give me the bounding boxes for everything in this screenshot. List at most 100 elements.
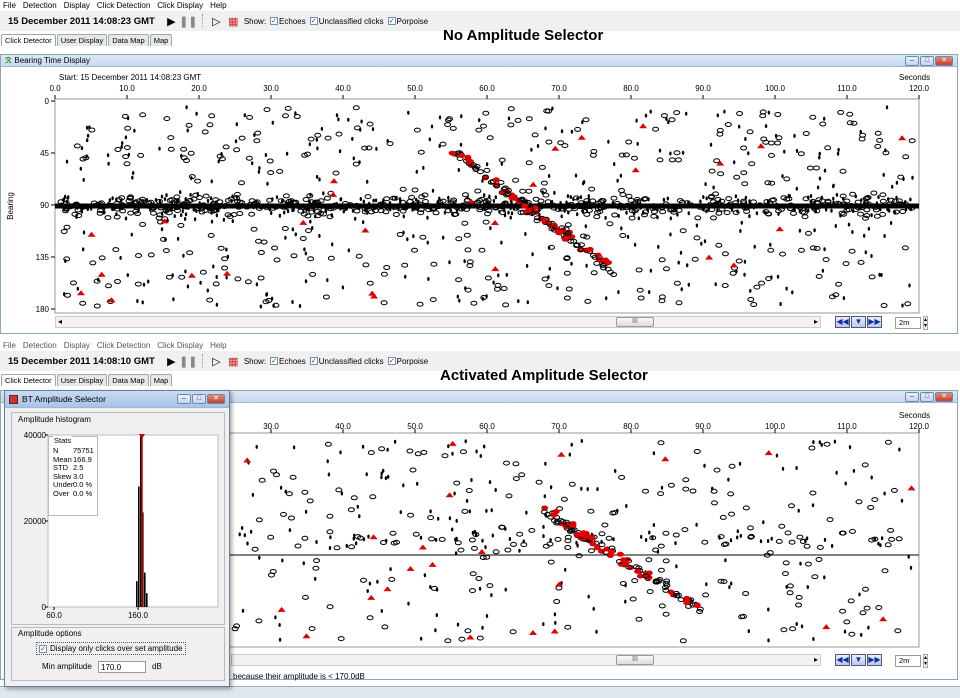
span-value[interactable]: 2m [895,655,921,667]
click-marker [253,204,256,209]
click-marker [904,207,908,212]
menu-help[interactable]: Help [210,1,227,10]
click-marker [577,247,585,252]
pause-icon[interactable]: ❚❚ [179,15,198,28]
fast-forward-icon[interactable]: ▶▶ [867,654,882,666]
menu-detection[interactable]: Detection [22,341,57,350]
scroll-right-icon[interactable]: ▸ [813,655,818,664]
heading-top: No Amplitude Selector [443,27,604,44]
click-marker [895,536,903,542]
span-spinner[interactable]: 2m ▴ ▾ [895,316,929,330]
click-marker [503,208,506,213]
click-marker [742,505,750,511]
porpoise-marker [367,594,376,600]
click-marker [499,204,507,210]
bearing-time-plot[interactable]: 30.0 40.0 50.0 60.0 70.0 80.0 90.0 100.0 110.0 12… [1,419,957,649]
amplitude-selector-dialog: BT Amplitude Selector – □ ✕ Amplitude hi… [4,390,230,687]
tab-click-detector[interactable]: Click Detector [1,34,56,46]
tab-user-display[interactable]: User Display [56,374,108,386]
echoes-option[interactable]: ✓ Echoes [270,356,306,366]
chevron-down-icon[interactable]: ▼ [851,316,866,328]
tab-map[interactable]: Map [149,34,173,46]
echoes-checkbox[interactable]: ✓ [270,17,279,26]
scroll-left-icon[interactable]: ◂ [58,317,63,326]
unclassified-option[interactable]: ✓ Unclassified clicks [309,356,384,366]
span-value[interactable]: 2m [895,317,921,329]
minimize-icon[interactable]: – [905,392,919,402]
minimize-icon[interactable]: – [905,56,919,66]
click-marker [702,592,710,598]
menu-click-detection[interactable]: Click Detection [96,341,151,350]
porpoise-option[interactable]: ✓ Porpoise [387,16,429,26]
horizontal-scrollbar[interactable]: ◂ III ▸ [55,316,821,328]
grid-colors-icon[interactable]: ▦ [228,355,239,368]
pause-icon[interactable]: ❚❚ [179,355,198,368]
step-icon[interactable]: ▷ [212,15,221,28]
play-icon[interactable]: ▶ [167,355,176,368]
menu-click-display[interactable]: Click Display [157,1,204,10]
bearing-time-plot[interactable]: 0.0 10.0 20.0 30.0 40.0 50.0 60.0 70.0 80.0 90.0 1… [1,79,957,319]
click-marker [107,161,110,166]
unclassified-checkbox[interactable]: ✓ [309,17,318,26]
min-amplitude-field[interactable] [98,661,146,673]
minimize-icon[interactable]: – [177,394,191,404]
click-marker [484,197,492,203]
maximize-icon[interactable]: □ [192,394,206,404]
rewind-icon[interactable]: ◀◀ [835,316,850,328]
step-icon[interactable]: ▷ [212,355,221,368]
tab-data-map[interactable]: Data Map [108,374,149,386]
close-icon[interactable]: ✕ [207,394,225,404]
echoes-option[interactable]: ✓ Echoes [270,16,306,26]
click-marker [238,532,241,537]
menu-file[interactable]: File [3,1,16,10]
click-marker [728,511,736,517]
spin-arrows-icon[interactable]: ▴ ▾ [923,654,929,668]
echoes-checkbox[interactable]: ✓ [270,357,279,366]
menu-file[interactable]: File [3,341,16,350]
maximize-icon[interactable]: □ [920,56,934,66]
span-spinner[interactable]: 2m ▴ ▾ [895,654,929,668]
scroll-thumb[interactable]: III [616,317,654,327]
chevron-down-icon[interactable]: ▼ [851,654,866,666]
fast-forward-icon[interactable]: ▶▶ [867,316,882,328]
close-icon[interactable]: ✕ [935,56,953,66]
tab-user-display[interactable]: User Display [56,34,108,46]
close-icon[interactable]: ✕ [935,392,953,402]
click-marker [274,615,277,620]
maximize-icon[interactable]: □ [920,392,934,402]
click-marker [235,195,239,199]
horizontal-scrollbar[interactable]: III ▸ [231,654,821,666]
porpoise-checkbox[interactable]: ✓ [387,17,396,26]
menu-click-display[interactable]: Click Display [157,341,204,350]
tab-data-map[interactable]: Data Map [108,34,149,46]
scroll-right-icon[interactable]: ▸ [813,317,818,326]
menu-display[interactable]: Display [63,1,90,10]
menu-help[interactable]: Help [210,341,227,350]
spin-arrows-icon[interactable]: ▴ ▾ [923,316,929,330]
display-over-amplitude-checkbox[interactable]: ✓ [39,644,47,653]
porpoise-option[interactable]: ✓ Porpoise [387,356,429,366]
menu-detection[interactable]: Detection [22,1,57,10]
menu-click-detection[interactable]: Click Detection [96,1,151,10]
porpoise-checkbox[interactable]: ✓ [387,357,396,366]
click-marker [426,215,429,220]
click-marker [255,618,263,624]
click-marker [711,204,714,209]
tab-map[interactable]: Map [149,374,173,386]
unclassified-option[interactable]: ✓ Unclassified clicks [309,16,384,26]
tab-click-detector[interactable]: Click Detector [1,374,56,386]
click-marker [284,489,287,494]
click-marker [215,275,218,279]
rewind-icon[interactable]: ◀◀ [835,654,850,666]
click-marker [716,208,719,213]
scroll-thumb[interactable]: III [616,655,654,665]
grid-colors-icon[interactable]: ▦ [228,15,239,28]
click-marker [809,199,817,204]
unclassified-checkbox[interactable]: ✓ [309,357,318,366]
menu-display[interactable]: Display [63,341,90,350]
click-marker [355,253,363,259]
click-marker [430,124,434,129]
display-over-amplitude-option[interactable]: ✓ Display only clicks over set amplitude [36,642,186,655]
play-icon[interactable]: ▶ [167,15,176,28]
